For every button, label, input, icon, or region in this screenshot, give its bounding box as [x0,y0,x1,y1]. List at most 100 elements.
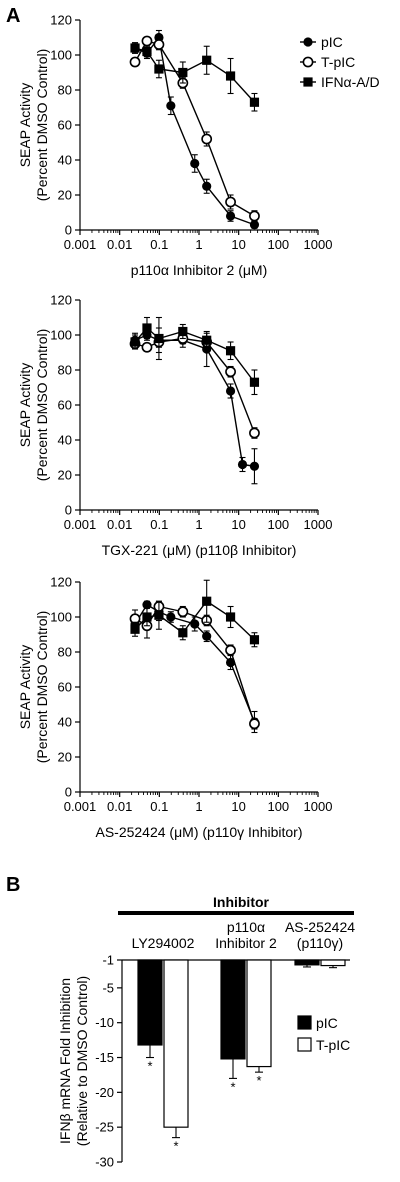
x-axis-label: p110α Inhibitor 2 (μM) [131,262,268,278]
x-tick-label: 0.1 [150,799,168,814]
x-tick-label: 0.01 [107,799,132,814]
data-point [177,606,189,618]
legend-label: T-pIC [321,54,355,70]
data-point [249,461,260,471]
y-tick-label: -1 [102,953,114,968]
y-tick-label: -20 [95,1085,114,1100]
data-point [249,377,260,387]
x-tick-label: 0.001 [64,517,97,532]
y-tick-label: 40 [58,433,72,448]
y-tick-label: 0 [65,223,72,238]
series-IFNα-A/D [130,42,260,112]
x-tick-label: 0.01 [107,237,132,252]
data-point [130,337,140,347]
series-IFNα-A/D [130,316,260,396]
x-tick-label: 10 [231,799,245,814]
category-label: (p110γ) [297,935,343,951]
significance-mark: * [147,1059,152,1074]
x-axis-label: TGX-221 (μM) (p110β Inhibitor) [102,542,297,558]
bar-pIC [137,959,163,1046]
x-tick-label: 0.1 [150,237,168,252]
bar-T-pIC [320,959,346,967]
y-tick-label: 60 [58,118,72,133]
data-point [142,612,152,622]
legend-swatch [297,1037,312,1052]
data-point [178,326,188,337]
series-pIC [130,29,260,230]
x-tick-label: 10 [231,517,245,532]
series-line [134,40,255,217]
data-point [225,644,236,656]
series-IFNα-A/D [130,579,260,648]
y-tick-label: 80 [58,363,72,378]
data-point [178,628,188,638]
data-point [225,366,236,378]
y-axis-label-2: (Percent DMSO Control) [34,611,50,763]
x-tick-label: 100 [267,237,289,252]
line-chart-1: 0 20 40 60 80 100 120 0.001 0.01 0.1 1 10 100 1000 p11… [17,13,380,279]
x-tick-label: 10 [231,237,245,252]
y-axis-label-2: (Relative to DMSO Control) [74,976,90,1146]
legend-label: T-pIC [316,1037,350,1053]
category-label: p110α [227,919,265,935]
data-point [237,459,248,470]
x-tick-label: 1000 [304,237,333,252]
data-point [166,612,176,622]
data-point [154,610,164,620]
y-tick-label: 20 [58,188,72,203]
series-T-pIC [129,332,260,439]
y-axis-label-2: (Percent DMSO Control) [34,329,50,481]
data-point [190,619,200,629]
data-point [249,210,260,222]
y-tick-label: -30 [95,1155,114,1170]
bar-chart: Inhibitor -1 -5 -10 -15 -20 -25 -30 IFNβ mRNA Fo… [57,894,355,1170]
series-line [134,47,255,103]
panel-label-b: B [6,874,20,896]
category-label: LY294002 [132,935,195,951]
x-tick-label: 0.001 [64,799,97,814]
y-axis-label: SEAP Activity [17,645,33,730]
data-point [141,35,153,47]
data-point [166,101,176,111]
y-tick-label: -15 [95,1050,114,1065]
data-point [202,55,212,65]
significance-mark: * [256,1073,261,1088]
bar-pIC [294,959,320,966]
bar-pIC [220,959,246,1060]
y-axis-label: SEAP Activity [17,363,33,448]
y-axis-label: IFNβ mRNA Fold Inhibition [57,978,73,1144]
y-axis-label: SEAP Activity [17,83,33,168]
y-tick-label: 120 [50,13,72,28]
y-tick-label: -25 [95,1120,114,1135]
y-tick-label: 80 [58,83,72,98]
category-label: Inhibitor 2 [215,935,277,951]
data-point [225,71,236,81]
y-tick-label: 20 [58,750,72,765]
data-point [130,624,140,634]
group-title: Inhibitor [213,894,270,910]
data-point [202,181,212,191]
data-point [130,43,140,53]
y-tick-label: 0 [65,785,72,800]
data-point [202,631,212,641]
data-point [249,718,260,730]
legend: pIC T-pIC IFNα-A/D [300,34,380,90]
x-axis-label: AS-252424 (μM) (p110γ Inhibitor) [95,824,302,840]
y-tick-label: 60 [58,398,72,413]
significance-mark: * [173,1139,178,1154]
x-tick-label: 1 [195,799,202,814]
data-point [249,427,260,439]
legend-marker [303,77,313,87]
bar-T-pIC [163,959,189,1128]
y-tick-label: 120 [50,575,72,590]
line-chart-2: 0 20 40 60 80 100 120 0.001 0.01 0.1 1 10 100 1000 TGX… [17,293,332,559]
bar-T-pIC [246,959,272,1068]
y-tick-label: 100 [50,48,72,63]
y-axis-label-2: (Percent DMSO Control) [34,49,50,201]
y-tick-label: 120 [50,293,72,308]
y-tick-label: 20 [58,468,72,483]
x-tick-label: 0.1 [150,517,168,532]
data-point [225,346,236,356]
data-point [190,158,200,169]
